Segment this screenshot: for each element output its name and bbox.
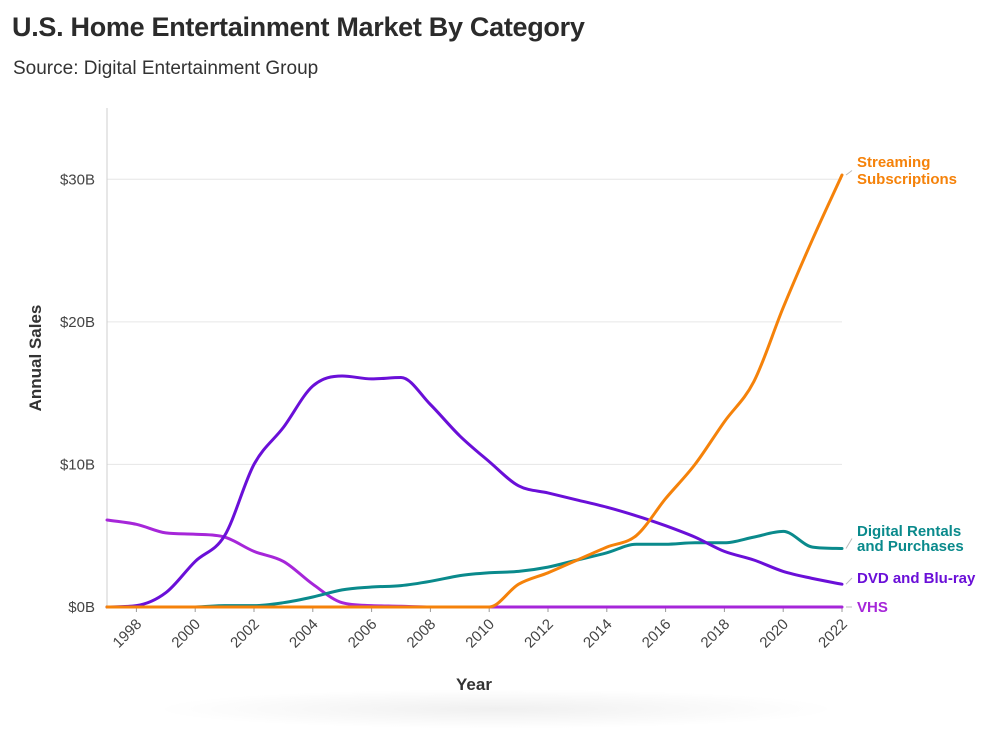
series-line-dvd-and-blu-ray [105, 374, 844, 609]
label-connector [845, 577, 853, 585]
label-connector [845, 170, 853, 176]
x-tick-label: 2000 [168, 616, 204, 652]
x-tick-label: 2010 [462, 616, 498, 652]
series-label-streaming-subscriptions: Streaming Subscriptions [857, 154, 957, 188]
x-tick-label: 2012 [521, 616, 557, 652]
series-label-line: Subscriptions [857, 171, 957, 188]
series-labels: VHS Digital Rentals and Purchases DVD and B… [845, 154, 976, 616]
line-chart: $0B $10B $20B $30B 1998 2000 2002 2004 2006 2008… [26, 108, 976, 694]
y-axis-title: Annual Sales [26, 305, 45, 412]
x-tick-label: 2020 [756, 616, 792, 652]
x-tick-label: 2006 [345, 616, 381, 652]
y-axis-ticks: $0B $10B $20B $30B [60, 171, 95, 616]
x-tick-label: 2014 [580, 616, 616, 652]
x-tick-label: 2002 [227, 616, 263, 652]
x-axis-ticks: 1998 2000 2002 2004 2006 2008 2010 2012 2014 2016… [110, 607, 851, 651]
series-label-line: and Purchases [857, 538, 964, 555]
series-lines [105, 173, 844, 609]
x-tick-label: 2018 [698, 616, 734, 652]
y-tick-label: $30B [60, 171, 95, 188]
chart-subtitle: Source: Digital Entertainment Group [13, 58, 319, 79]
series-label-line: VHS [857, 599, 888, 616]
series-label-dvd-and-blu-ray: DVD and Blu-ray [857, 570, 976, 587]
x-tick-label: 2016 [639, 616, 675, 652]
series-label-digital-rentals-and-purchases: Digital Rentals and Purchases [857, 523, 964, 555]
y-tick-label: $20B [60, 314, 95, 331]
x-tick-label: 2008 [404, 616, 440, 652]
x-tick-label: 1998 [110, 616, 146, 652]
series-label-line: DVD and Blu-ray [857, 570, 976, 587]
series-label-vhs: VHS [857, 599, 888, 616]
series-line-streaming-subscriptions [105, 173, 844, 609]
x-tick-label: 2004 [286, 616, 322, 652]
series-line-vhs [105, 518, 844, 609]
x-axis-title: Year [456, 675, 492, 694]
series-label-line: Streaming [857, 154, 930, 171]
label-connector [845, 538, 853, 549]
y-tick-label: $0B [68, 599, 95, 616]
x-tick-label: 2022 [815, 616, 851, 652]
chart-title: U.S. Home Entertainment Market By Catego… [12, 12, 585, 42]
y-tick-label: $10B [60, 456, 95, 473]
series-line-digital-rentals-and-purchases [105, 529, 844, 609]
series-label-line: Digital Rentals [857, 523, 961, 540]
